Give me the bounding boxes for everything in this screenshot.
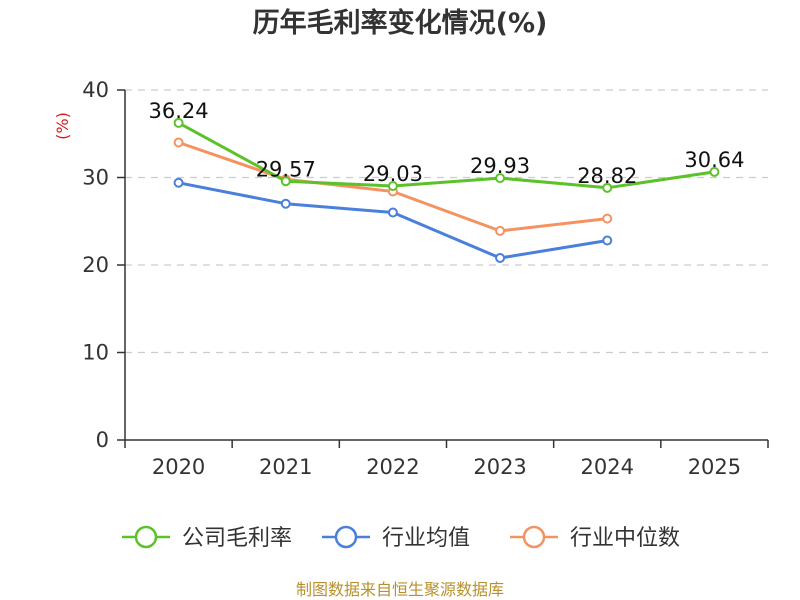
y-tick-label-0: 0 bbox=[96, 428, 109, 452]
y-tick-label-40: 40 bbox=[82, 78, 109, 102]
data-label-2024: 28.82 bbox=[577, 164, 637, 188]
series-line-0 bbox=[177, 121, 715, 190]
data-point-1-2022 bbox=[387, 207, 398, 218]
data-label-2023: 29.93 bbox=[470, 154, 530, 178]
y-axis-unit-label: (%) bbox=[53, 112, 72, 140]
legend-item-0[interactable]: 公司毛利率 bbox=[122, 525, 292, 551]
data-point-0-2020 bbox=[173, 117, 184, 128]
x-tick-label-2020: 2020 bbox=[152, 455, 205, 479]
data-label-2020: 36.24 bbox=[149, 99, 209, 123]
legend-label-1: 行业均值 bbox=[382, 526, 470, 551]
legend-marker-1 bbox=[334, 525, 358, 549]
data-point-0-2024 bbox=[602, 182, 613, 193]
data-label-2025: 30.64 bbox=[684, 148, 744, 172]
data-label-2021: 29.57 bbox=[256, 157, 316, 181]
series-lines bbox=[173, 117, 720, 263]
legend-label-2: 行业中位数 bbox=[570, 526, 680, 551]
data-point-1-2024 bbox=[602, 235, 613, 246]
legend-item-1[interactable]: 行业均值 bbox=[322, 525, 470, 551]
legend-marker-2 bbox=[522, 525, 546, 549]
x-tick-label-2025: 2025 bbox=[688, 455, 741, 479]
y-tick-label-20: 20 bbox=[82, 253, 109, 277]
axes: 0 10 20 30 40 2020 2021 2022 2023 2024 2025 bbox=[82, 78, 769, 479]
x-tick-label-2023: 2023 bbox=[473, 455, 526, 479]
data-labels: 36.24 29.57 29.03 29.93 28.82 30.64 bbox=[149, 99, 745, 188]
data-point-2-2020 bbox=[173, 137, 184, 148]
data-point-1-2021 bbox=[280, 198, 291, 209]
legend-label-0: 公司毛利率 bbox=[182, 526, 292, 551]
series-1 bbox=[173, 177, 613, 263]
grid-lines bbox=[125, 89, 768, 354]
legend[interactable]: 公司毛利率 行业均值 行业中位数 bbox=[122, 525, 680, 551]
data-point-2-2024 bbox=[602, 213, 613, 224]
data-point-1-2023 bbox=[495, 253, 506, 263]
x-tick-label-2022: 2022 bbox=[366, 455, 419, 479]
y-tick-label-10: 10 bbox=[82, 341, 109, 365]
y-tick-label-30: 30 bbox=[82, 166, 109, 190]
data-point-0-2021 bbox=[280, 176, 291, 187]
data-point-2-2023 bbox=[495, 225, 506, 236]
data-point-0-2025 bbox=[709, 166, 720, 177]
data-source-note: 制图数据来自恒生聚源数据库 bbox=[296, 580, 504, 599]
x-tick-label-2021: 2021 bbox=[259, 455, 312, 479]
data-label-2022: 29.03 bbox=[363, 162, 423, 186]
series-0 bbox=[173, 117, 720, 193]
x-tick-label-2024: 2024 bbox=[581, 455, 634, 479]
data-point-0-2022 bbox=[387, 180, 398, 191]
data-point-1-2020 bbox=[173, 177, 184, 188]
legend-item-2[interactable]: 行业中位数 bbox=[510, 525, 680, 551]
chart-title: 历年毛利率变化情况(%) bbox=[253, 7, 548, 39]
data-point-0-2023 bbox=[495, 173, 506, 184]
legend-marker-0 bbox=[134, 525, 158, 549]
